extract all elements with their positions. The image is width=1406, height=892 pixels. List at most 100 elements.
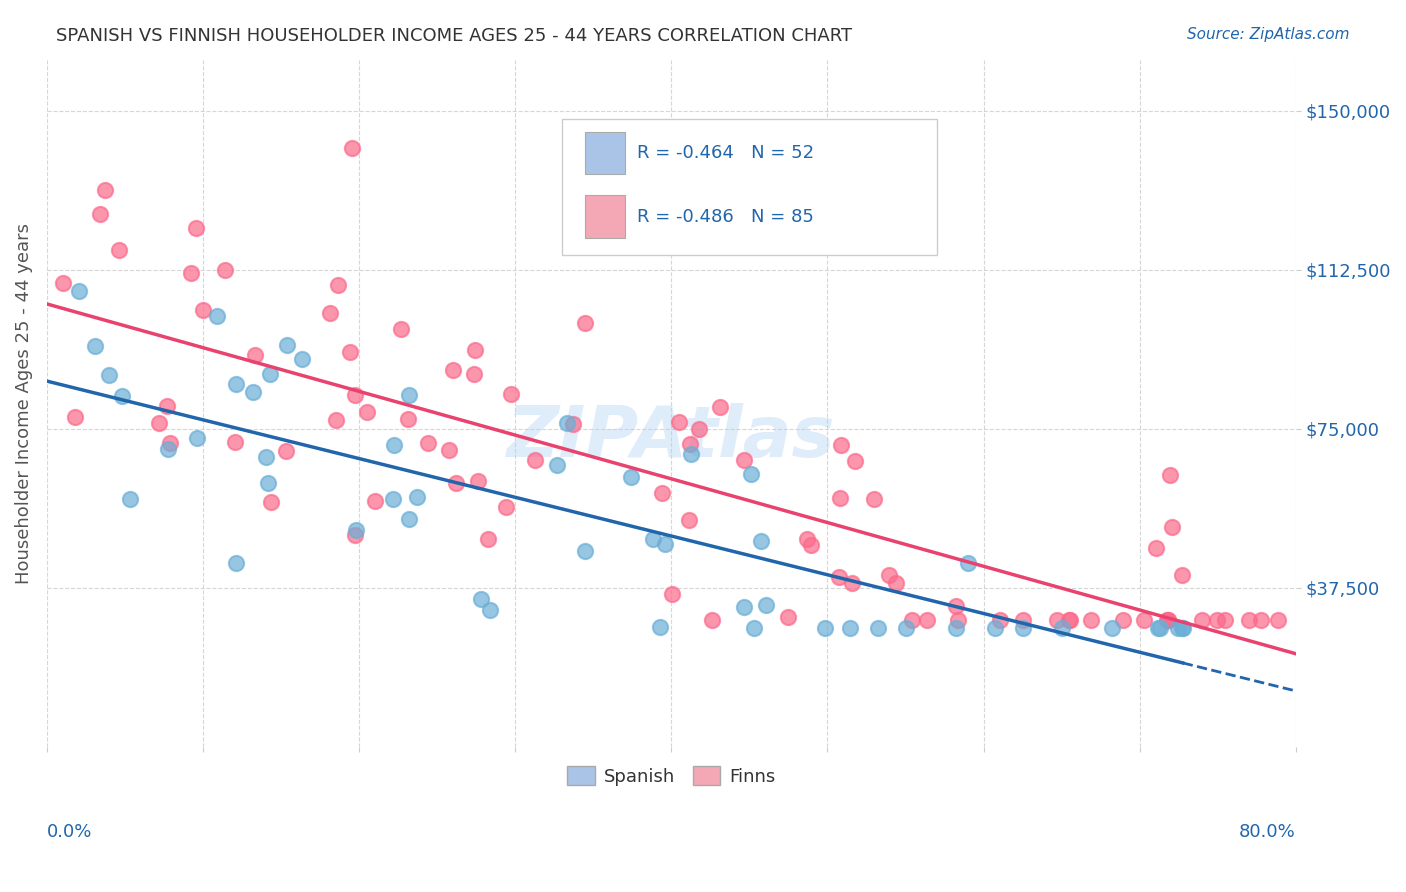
Finns (948, 613, 970, 627)
Finns (1057, 613, 1080, 627)
Spanish (620, 469, 643, 483)
Spanish (257, 475, 280, 490)
Finns (1157, 613, 1180, 627)
Spanish (1101, 621, 1123, 635)
Finns (193, 302, 215, 317)
Finns (1250, 613, 1272, 627)
FancyBboxPatch shape (562, 119, 936, 255)
Spanish (111, 389, 134, 403)
Finns (1267, 613, 1289, 627)
Finns (1161, 520, 1184, 534)
Finns (1191, 613, 1213, 627)
Finns (700, 613, 723, 627)
Finns (245, 347, 267, 361)
Spanish (679, 447, 702, 461)
Spanish (406, 490, 429, 504)
Finns (561, 417, 583, 431)
Finns (1112, 613, 1135, 627)
Finns (776, 610, 799, 624)
Spanish (641, 533, 664, 547)
Finns (651, 486, 673, 500)
Finns (467, 474, 489, 488)
Finns (1059, 613, 1081, 627)
Finns (439, 442, 461, 457)
Spanish (894, 621, 917, 635)
Text: Source: ZipAtlas.com: Source: ZipAtlas.com (1187, 27, 1350, 42)
Finns (796, 532, 818, 546)
Text: ZIPAtlas: ZIPAtlas (508, 403, 835, 472)
Spanish (648, 620, 671, 634)
Finns (477, 532, 499, 546)
Spanish (984, 621, 1007, 635)
Finns (1157, 613, 1180, 627)
Text: SPANISH VS FINNISH HOUSEHOLDER INCOME AGES 25 - 44 YEARS CORRELATION CHART: SPANISH VS FINNISH HOUSEHOLDER INCOME AG… (56, 27, 852, 45)
Spanish (546, 458, 568, 472)
Spanish (1167, 621, 1189, 635)
Spanish (1149, 621, 1171, 635)
Spanish (1147, 621, 1170, 635)
Finns (389, 322, 412, 336)
Spanish (157, 442, 180, 456)
Finns (396, 412, 419, 426)
Finns (89, 207, 111, 221)
Finns (862, 492, 884, 507)
Spanish (1171, 621, 1194, 635)
Finns (1144, 541, 1167, 555)
Spanish (479, 603, 502, 617)
Finns (325, 412, 347, 426)
Spanish (205, 310, 228, 324)
Finns (574, 316, 596, 330)
Spanish (470, 592, 492, 607)
Finns (356, 405, 378, 419)
Finns (495, 500, 517, 514)
FancyBboxPatch shape (585, 132, 624, 174)
Spanish (259, 367, 281, 381)
Spanish (1050, 621, 1073, 635)
Finns (1046, 613, 1069, 627)
Finns (180, 266, 202, 280)
Finns (901, 613, 924, 627)
Finns (343, 388, 366, 402)
Spanish (97, 368, 120, 383)
Finns (339, 345, 361, 359)
Finns (668, 415, 690, 429)
Finns (224, 434, 246, 449)
Spanish (242, 385, 264, 400)
Finns (915, 613, 938, 627)
Finns (276, 444, 298, 458)
Finns (1080, 613, 1102, 627)
Finns (828, 570, 851, 584)
Y-axis label: Householder Income Ages 25 - 44 years: Householder Income Ages 25 - 44 years (15, 223, 32, 583)
Finns (661, 587, 683, 601)
Finns (156, 400, 179, 414)
Finns (877, 568, 900, 582)
Finns (679, 436, 702, 450)
Spanish (344, 523, 367, 537)
Finns (800, 538, 823, 552)
Spanish (749, 534, 772, 549)
Spanish (574, 543, 596, 558)
Spanish (382, 491, 405, 506)
Finns (830, 438, 852, 452)
Spanish (120, 491, 142, 506)
Finns (441, 363, 464, 377)
Spanish (1171, 621, 1194, 635)
Finns (214, 262, 236, 277)
Finns (159, 436, 181, 450)
Spanish (384, 438, 406, 452)
FancyBboxPatch shape (585, 195, 624, 238)
Spanish (83, 338, 105, 352)
Spanish (742, 621, 765, 635)
Finns (1011, 613, 1033, 627)
Spanish (814, 621, 837, 635)
Spanish (733, 600, 755, 615)
Finns (844, 453, 866, 467)
Spanish (291, 351, 314, 366)
Finns (884, 575, 907, 590)
Finns (841, 575, 863, 590)
Spanish (839, 621, 862, 635)
Finns (1156, 613, 1178, 627)
Finns (830, 491, 852, 505)
Finns (364, 494, 387, 508)
Finns (94, 183, 117, 197)
